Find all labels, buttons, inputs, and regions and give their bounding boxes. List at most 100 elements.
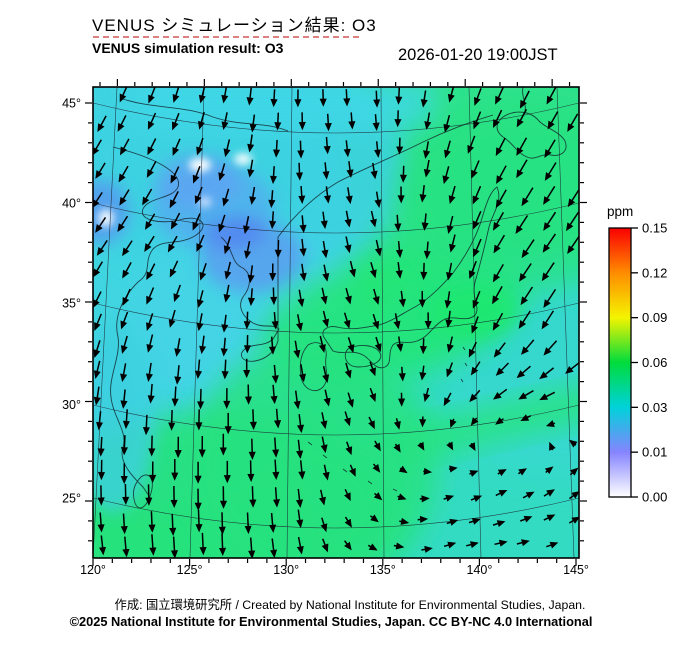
- wind-arrow: [520, 515, 533, 523]
- wind-arrow: [372, 313, 380, 330]
- wind-arrow: [147, 112, 157, 130]
- wind-arrow: [174, 338, 182, 357]
- wind-arrow: [374, 141, 382, 158]
- wind-arrow: [99, 535, 107, 556]
- wind-arrow: [472, 211, 482, 230]
- wind-arrow: [173, 284, 182, 303]
- wind-arrow: [199, 263, 207, 281]
- wind-arrow: [468, 341, 477, 358]
- wind-arrow: [274, 240, 282, 258]
- wind-arrow: [344, 362, 352, 379]
- wind-arrow: [269, 263, 277, 282]
- wind-arrow: [546, 87, 557, 105]
- wind-arrow: [468, 260, 477, 280]
- wind-arrow: [118, 165, 129, 183]
- wind-arrow: [96, 411, 104, 431]
- wind-arrow: [542, 233, 557, 253]
- wind-arrow: [221, 314, 229, 333]
- wind-arrow: [194, 488, 202, 511]
- y-tick-label: 25°: [62, 492, 81, 506]
- wind-arrow: [397, 186, 405, 204]
- wind-arrow: [398, 465, 408, 474]
- wind-arrow: [393, 542, 405, 550]
- wind-arrow: [170, 485, 178, 508]
- wind-arrow: [473, 88, 482, 106]
- wind-arrow: [539, 391, 556, 401]
- wind-arrow: [443, 115, 451, 133]
- wind-arrow: [248, 537, 256, 558]
- wind-arrow: [297, 289, 305, 308]
- wind-arrow: [169, 513, 177, 536]
- wind-arrow: [449, 234, 456, 253]
- wind-arrow: [516, 365, 531, 379]
- wind-arrow: [495, 189, 507, 209]
- wind-arrow: [372, 114, 380, 131]
- wind-arrow: [473, 238, 482, 258]
- wind-arrow: [497, 469, 507, 477]
- wind-arrow: [97, 115, 107, 133]
- wind-arrow: [247, 265, 255, 284]
- colorbar-ticks: 0.15 0.12 0.09 0.06 0.03 0.01 0.00: [631, 221, 667, 505]
- wind-arrow: [144, 213, 156, 230]
- wind-arrow: [298, 186, 306, 205]
- wind-arrow: [492, 312, 504, 331]
- wind-arrow: [424, 312, 432, 330]
- wind-arrow: [244, 512, 252, 535]
- wind-arrow: [396, 137, 404, 155]
- wind-arrow: [221, 359, 229, 380]
- wind-arrow: [495, 362, 510, 376]
- wind-arrow: [343, 312, 351, 329]
- map-frame: [92, 86, 580, 559]
- wind-arrow: [343, 89, 351, 107]
- wind-arrow: [249, 186, 257, 205]
- wind-arrow: [565, 211, 579, 232]
- wind-arrow: [299, 263, 307, 282]
- wind-arrow: [270, 166, 277, 185]
- wind-arrow: [549, 441, 556, 451]
- wind-arrow: [224, 412, 232, 435]
- wind-arrow: [122, 288, 131, 306]
- wind-arrow: [446, 441, 454, 451]
- wind-arrow: [192, 166, 201, 184]
- y-tick-label: 45°: [62, 97, 81, 111]
- wind-arrow: [218, 512, 226, 535]
- wind-arrow: [320, 211, 328, 230]
- wind-arrow: [223, 236, 232, 255]
- wind-arrow: [196, 137, 204, 156]
- wind-arrow: [296, 439, 304, 459]
- wind-arrow: [170, 212, 181, 230]
- wind-arrow: [196, 313, 204, 332]
- wind-arrow: [199, 532, 207, 556]
- wind-arrow: [419, 185, 427, 203]
- wind-arrow: [224, 261, 232, 280]
- wind-arrow: [93, 261, 104, 278]
- x-tick-label: 135°: [370, 563, 396, 577]
- wind-arrow: [443, 541, 457, 549]
- wind-arrow: [146, 160, 157, 178]
- wind-arrow: [520, 414, 532, 422]
- wind-arrow: [174, 365, 182, 385]
- wind-arrow: [298, 460, 306, 480]
- wind-arrow: [374, 239, 382, 257]
- wind-arrow: [297, 140, 305, 159]
- wind-arrow: [195, 509, 203, 533]
- wind-arrow: [344, 488, 351, 502]
- title-red-dashed-underline: [93, 36, 359, 38]
- colorbar-tick-label: 0.06: [642, 355, 667, 370]
- wind-arrow: [93, 291, 102, 308]
- wind-arrow: [543, 489, 555, 497]
- wind-arrow: [543, 514, 556, 522]
- wind-arrow: [270, 384, 278, 405]
- wind-arrow: [117, 215, 129, 233]
- wind-arrow: [321, 538, 329, 553]
- wind-arrow: [148, 511, 156, 533]
- wind-arrow: [471, 316, 479, 334]
- wind-arrow: [374, 191, 382, 209]
- wind-arrow: [219, 433, 227, 456]
- wind-arrow: [399, 165, 407, 183]
- wind-arrow: [222, 188, 230, 207]
- wind-arrow: [273, 487, 280, 508]
- wind-arrow: [293, 340, 301, 359]
- wind-arrow: [120, 389, 128, 409]
